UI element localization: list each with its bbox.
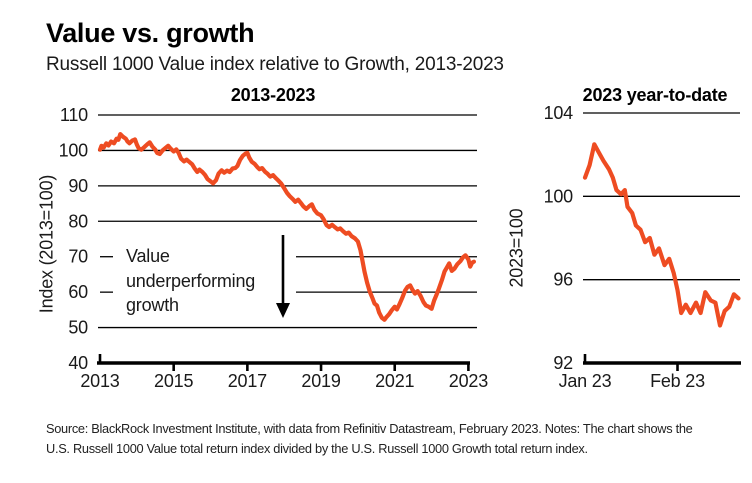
value-underperforming-annotation: Value underperforming growth xyxy=(126,244,255,318)
value-growth-line xyxy=(97,132,476,322)
x-tick-label: 2019 xyxy=(301,371,340,391)
y-tick-label: 92 xyxy=(553,353,573,373)
x-tick-label: 2013 xyxy=(80,371,119,391)
x-tick-label: 2017 xyxy=(228,371,267,391)
y-tick-label: 90 xyxy=(68,176,88,196)
y-tick-label: 100 xyxy=(544,186,574,206)
annotation-line: underperforming xyxy=(126,270,256,291)
y-tick-label: 100 xyxy=(59,140,89,160)
annotation-line: growth xyxy=(126,295,179,315)
source-note: Source: BlackRock Investment Institute, … xyxy=(46,419,736,459)
y-tick-label: 40 xyxy=(68,353,88,373)
source-note-line: Source: BlackRock Investment Institute, … xyxy=(46,421,693,436)
x-tick-label: Feb 23 xyxy=(650,371,705,391)
y-tick-label: 80 xyxy=(68,211,88,231)
x-tick-label: Jan 23 xyxy=(559,371,612,391)
annotation-line: Value xyxy=(126,246,170,266)
figure-subtitle: Russell 1000 Value index relative to Gro… xyxy=(46,54,504,75)
right-chart-title: 2023 year-to-date xyxy=(582,85,728,105)
y-tick-label: 96 xyxy=(553,270,573,290)
y-tick-label: 104 xyxy=(544,103,574,123)
left-chart-title: 2013-2023 xyxy=(230,85,316,105)
x-tick-label: 2023 xyxy=(449,371,488,391)
x-tick-label: 2021 xyxy=(375,371,414,391)
down-arrow-icon xyxy=(276,303,290,318)
value-growth-line xyxy=(582,142,741,328)
y-tick-label: 70 xyxy=(68,247,88,267)
x-tick-label: 2015 xyxy=(154,371,193,391)
y-tick-label: 60 xyxy=(68,282,88,302)
y-tick-label: 110 xyxy=(60,105,88,125)
source-note-line: U.S. Russell 1000 Value total return ind… xyxy=(46,441,588,456)
figure-title: Value vs. growth xyxy=(46,18,255,48)
y-tick-label: 50 xyxy=(68,318,88,338)
